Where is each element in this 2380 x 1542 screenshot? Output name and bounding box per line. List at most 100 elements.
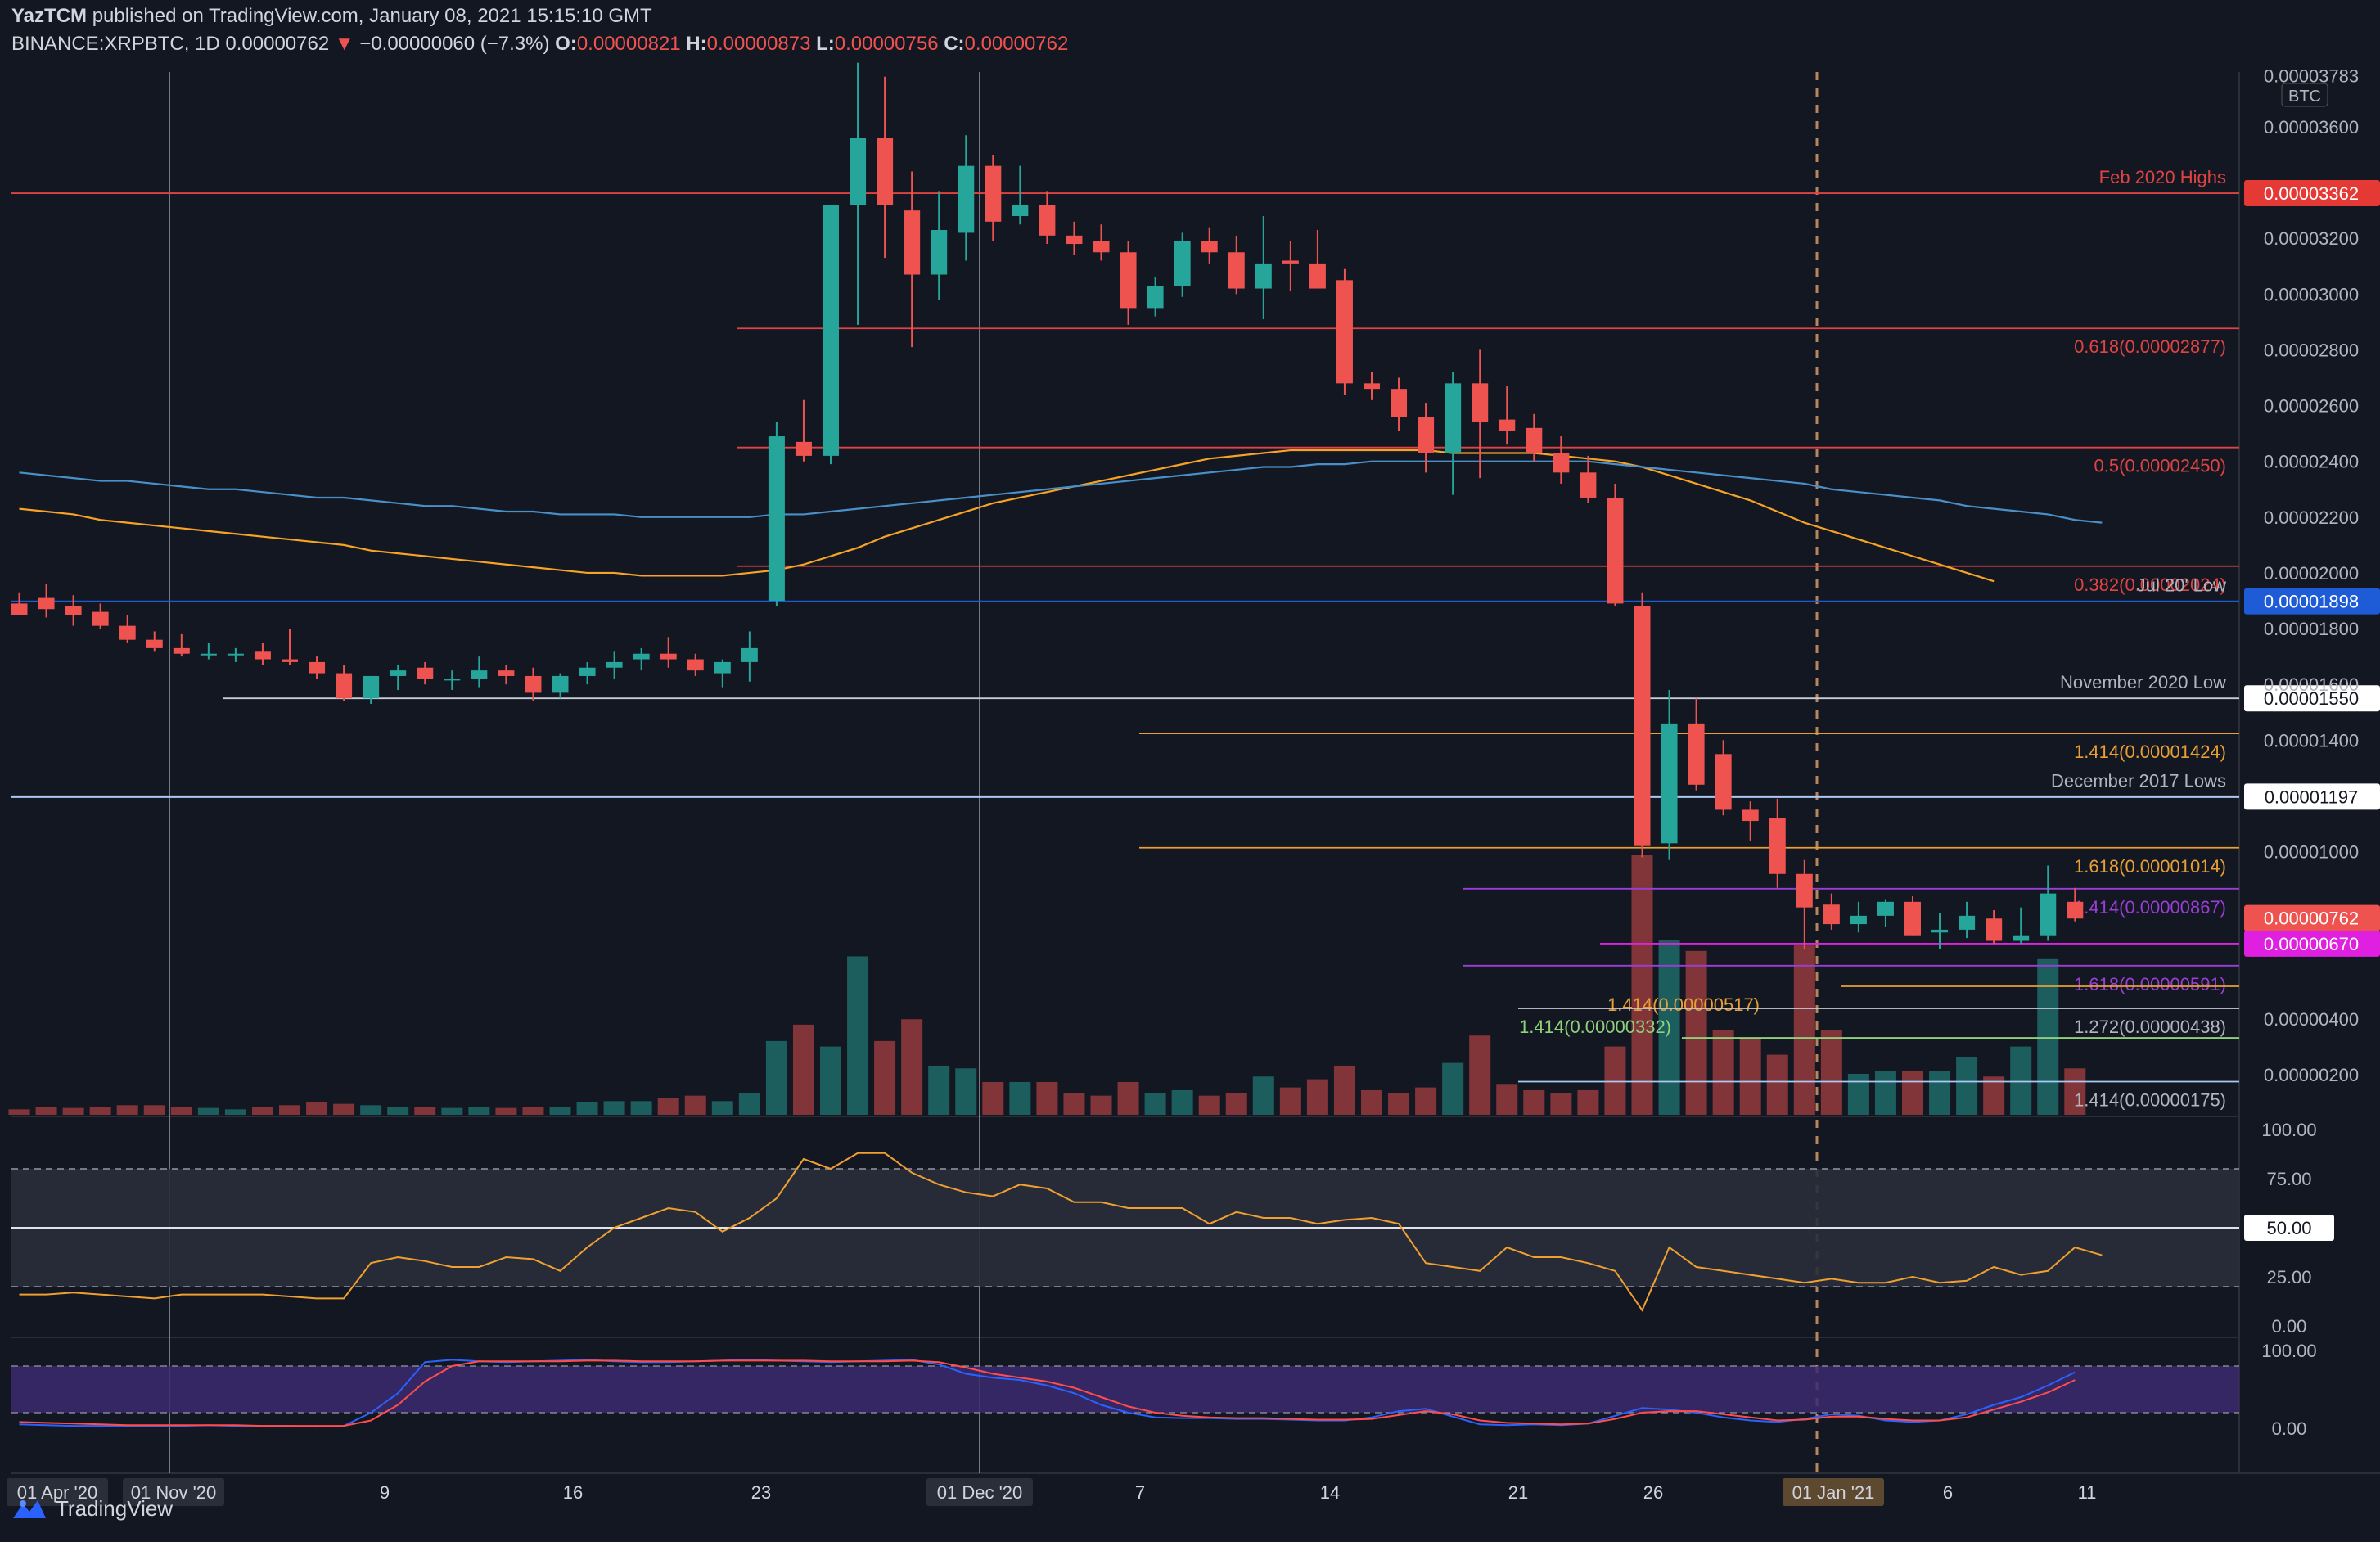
candle [1553,436,1570,484]
candle [38,584,55,618]
candle-body [1255,263,1272,289]
candle-body [1309,263,1326,289]
volume-bar [928,1065,950,1115]
time-tick: 01 Dec '20 [937,1482,1023,1503]
candle [1039,191,1056,245]
price-tick: 0.00002200 [2264,507,2359,528]
candle [1066,221,1083,255]
stoch-tick: 0.00 [2272,1418,2307,1439]
volume-bar [874,1040,896,1115]
price-tick: 0.00003600 [2264,117,2359,138]
price-tick: 0.00002400 [2264,452,2359,472]
candle [1499,386,1516,445]
candle-body [1066,235,1083,245]
volume-bar [495,1107,517,1115]
time-tick: 01 Jan '21 [1792,1482,1875,1503]
candle [471,656,488,688]
candle [363,675,380,705]
candle [1634,592,1651,858]
candle [823,205,839,465]
volume-bar [1198,1095,1220,1115]
volume-bar [1469,1035,1491,1115]
candle [1742,801,1759,841]
candle [850,62,867,325]
candle-body [1796,873,1813,908]
candle-body [227,653,244,656]
volume-bar [711,1101,733,1115]
time-tick: 14 [1320,1482,1340,1503]
candle [309,656,326,679]
brand-name: TradingView [56,1496,174,1521]
candle [1526,413,1543,462]
candle [1769,798,1786,888]
candle-body [1959,915,1976,930]
candle [254,642,271,665]
candle [633,647,650,671]
candle [1472,349,1489,479]
candle-body [1282,260,1299,264]
volume-bar [955,1068,977,1115]
level-label: 1.414(0.00000175) [2074,1090,2226,1111]
volume-bar [765,1040,787,1115]
candle [1823,893,1840,930]
publisher-name[interactable]: YazTCM [11,5,88,27]
candle [714,659,731,688]
volume-bar [279,1105,300,1115]
volume-bar [35,1106,57,1115]
candle-body [1715,754,1732,810]
candle [1904,896,1921,936]
candle-body [1904,901,1921,936]
price-tick: 0.00003000 [2264,284,2359,304]
candle [336,665,353,701]
candle [606,651,623,679]
price-tick: 0.00002800 [2264,340,2359,360]
price-tag [2244,783,2380,810]
close-label: C: [944,33,965,55]
volume-bar [1658,940,1680,1115]
time-tick: 01 Apr '20 [17,1482,97,1503]
time-tick: 9 [380,1482,390,1503]
candle-body [877,138,894,205]
volume-bar [1712,1030,1734,1115]
symbol-title[interactable]: BINANCE:XRPBTC, 1D [11,33,220,55]
volume-bar [468,1106,490,1115]
candle [1607,483,1624,606]
candle [1580,455,1597,503]
time-tag [123,1478,224,1506]
publish-info: YazTCM published on TradingView.com, Jan… [11,5,652,28]
candle-body [471,670,488,679]
time-tag [7,1478,108,1506]
candle-body [282,659,298,662]
candle-body [309,661,326,674]
rsi-highlight-tag [2244,1215,2334,1241]
candle-body [633,653,650,660]
candle-body [1147,286,1164,309]
candle-body [1688,723,1705,785]
level-label: 0.618(0.00002877) [2074,336,2226,357]
moving-average-line [19,460,2103,524]
candle [444,670,461,690]
tradingview-footer[interactable]: TradingView [11,1496,173,1522]
time-tick: 01 Nov '20 [131,1482,217,1503]
volume-bar [8,1109,30,1115]
price-tick: 0.00001400 [2264,730,2359,751]
time-tick: 26 [1643,1482,1663,1503]
price-tick: 0.00000400 [2264,1009,2359,1030]
volume-bar [2037,958,2059,1115]
time-tag [926,1478,1033,1506]
volume-bar [62,1107,84,1115]
candle-body [498,670,515,676]
level-label: 1.272(0.00000438) [2074,1017,2226,1037]
volume-bar [2010,1046,2032,1115]
stoch-d-line [19,1359,2076,1427]
candle [1688,698,1705,791]
volume-bar [116,1105,138,1115]
candle-body [1201,241,1218,253]
candle-body [741,647,758,662]
candle [2013,907,2030,944]
candle-body [1012,205,1029,216]
level-label: Jul 20' Low [2137,575,2226,596]
candle-body [1931,929,1949,933]
time-tick: 16 [563,1482,583,1503]
